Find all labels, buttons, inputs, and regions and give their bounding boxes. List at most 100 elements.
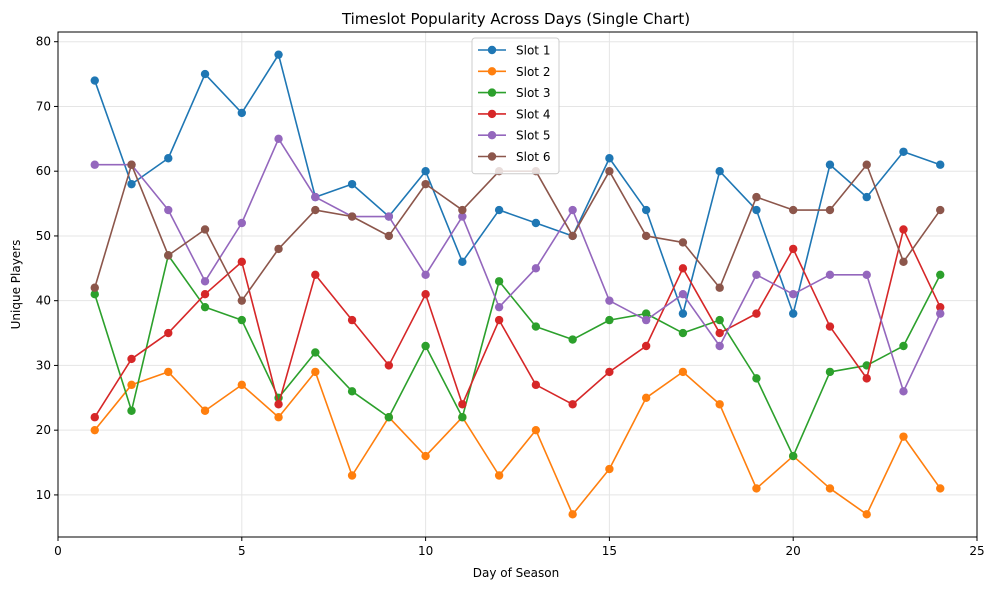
data-point [200, 69, 210, 79]
data-point [127, 179, 136, 189]
legend-marker [487, 109, 497, 119]
data-point [641, 315, 651, 325]
data-point [568, 231, 577, 241]
y-tick-label: 20 [36, 423, 51, 437]
data-point [752, 374, 761, 383]
data-point [752, 309, 761, 318]
y-tick-label: 10 [36, 488, 51, 502]
data-point [825, 160, 835, 169]
data-point [494, 205, 504, 215]
data-point [237, 218, 246, 228]
data-point [862, 270, 871, 279]
legend-label: Slot 6 [516, 150, 550, 164]
data-point [568, 400, 577, 409]
data-point [237, 296, 246, 305]
data-point [825, 484, 835, 493]
legend-marker [487, 88, 497, 97]
data-point [568, 510, 577, 519]
legend-item: Slot 2 [478, 65, 550, 79]
data-point [678, 309, 688, 318]
data-point [715, 400, 724, 409]
data-point [641, 393, 651, 403]
data-point [715, 341, 724, 351]
data-point [862, 510, 871, 519]
data-point [789, 451, 798, 461]
data-point [458, 257, 467, 267]
data-point [862, 192, 871, 202]
data-point [237, 380, 246, 390]
data-point [164, 251, 173, 260]
x-tick-label: 5 [238, 544, 246, 558]
series-line [94, 228, 941, 418]
data-point [127, 354, 136, 364]
data-point [862, 160, 871, 169]
data-point [825, 270, 835, 279]
series-2 [90, 367, 945, 519]
data-point [274, 400, 283, 409]
legend-item: Slot 6 [478, 150, 550, 164]
x-tick-label: 0 [54, 544, 62, 558]
data-point [494, 471, 504, 480]
data-point [825, 322, 835, 331]
data-point [458, 212, 467, 221]
data-point [531, 218, 541, 228]
x-axis-ticks: 0 5 10 15 20 25 [54, 537, 985, 558]
data-point [90, 283, 99, 292]
data-point [715, 283, 724, 292]
data-point [421, 179, 430, 189]
data-point [605, 464, 614, 474]
data-point [90, 413, 99, 422]
data-point [641, 309, 651, 318]
data-point [605, 154, 614, 163]
data-point [605, 315, 614, 325]
data-point [458, 400, 467, 409]
data-point [825, 205, 835, 215]
legend-item: Slot 1 [478, 44, 550, 58]
legend-label: Slot 2 [516, 65, 550, 79]
data-point [862, 374, 871, 383]
data-point [421, 451, 430, 461]
data-point [789, 205, 798, 215]
data-point [384, 212, 394, 221]
data-point [311, 205, 320, 215]
data-point [164, 154, 173, 163]
plot-frame [57, 31, 978, 538]
series-4 [90, 225, 945, 422]
data-point [531, 264, 541, 273]
data-point [494, 277, 504, 286]
y-tick-label: 60 [36, 164, 51, 178]
data-point [936, 309, 945, 318]
data-point [678, 367, 688, 377]
data-point [200, 302, 210, 312]
y-tick-label: 30 [36, 358, 51, 372]
data-point [90, 160, 99, 169]
data-point [384, 361, 394, 370]
data-point [678, 290, 688, 299]
x-tick-label: 10 [418, 544, 433, 558]
data-point [605, 166, 614, 176]
data-point [568, 335, 577, 344]
legend-item: Slot 3 [478, 86, 550, 100]
data-point [752, 192, 761, 202]
data-point [899, 225, 908, 234]
data-point [421, 270, 430, 279]
data-point [752, 270, 761, 279]
data-point [458, 205, 467, 215]
data-point [237, 257, 246, 267]
legend-label: Slot 5 [516, 129, 550, 143]
data-point [936, 302, 945, 312]
y-tick-label: 70 [36, 99, 51, 113]
data-point [899, 387, 908, 396]
data-point [678, 264, 688, 273]
legend-marker [487, 67, 497, 76]
data-point [384, 231, 394, 241]
x-tick-label: 20 [786, 544, 801, 558]
data-point [311, 270, 320, 279]
legend-label: Slot 1 [516, 44, 550, 58]
data-point [127, 380, 136, 390]
series-5 [90, 134, 945, 396]
data-point [90, 425, 99, 435]
x-tick-label: 25 [969, 544, 984, 558]
data-point [531, 322, 541, 331]
